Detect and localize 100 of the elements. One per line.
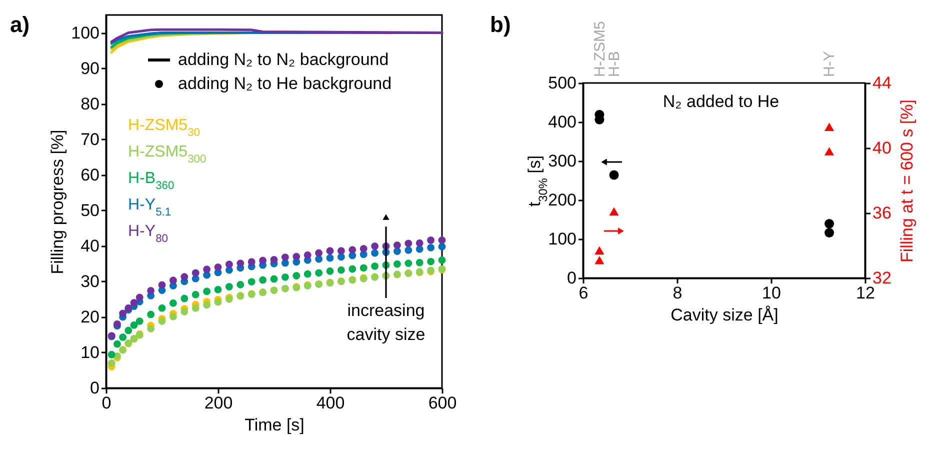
y-tick-label: 20: [80, 307, 100, 326]
y-tick-label: 100: [548, 230, 576, 248]
point: [337, 266, 345, 274]
point: [147, 310, 155, 318]
x-tick-label: 8: [672, 284, 682, 302]
point: [124, 326, 132, 334]
y-axis-title: Filling progress [%]: [48, 130, 68, 274]
y-tick-label: 30: [80, 272, 100, 291]
point: [438, 242, 446, 250]
point: [248, 258, 256, 266]
point: [427, 258, 435, 266]
y-tick-label: 60: [80, 165, 100, 184]
chart-title: b): [490, 12, 511, 37]
point: [609, 207, 619, 216]
point: [192, 304, 200, 312]
y2-axis-title: Filling at t = 600 s [%]: [897, 100, 916, 262]
x-tick-label: 200: [204, 394, 233, 412]
point: [326, 247, 334, 255]
point: [108, 350, 116, 358]
point: [180, 294, 188, 302]
y-tick-label: 70: [80, 130, 100, 149]
x-tick-label: 400: [316, 394, 345, 412]
point: [281, 254, 289, 261]
x-tick-label: 12: [856, 284, 875, 302]
chart-title: a): [10, 12, 30, 37]
y-tick-label: 500: [548, 74, 576, 92]
point: [438, 256, 446, 264]
text: H-Y$_{5.1}$: [128, 196, 172, 218]
point: [130, 299, 138, 306]
point: [119, 310, 127, 318]
point: [427, 236, 435, 244]
point: [225, 260, 233, 268]
point: [393, 248, 401, 255]
annotation: N₂ added to He: [662, 92, 780, 111]
point: [214, 264, 222, 271]
point: [360, 264, 368, 272]
text: H-ZSM5: [592, 21, 608, 77]
annotation: increasing cavity size: [346, 301, 426, 344]
y-tick-label: 0: [90, 378, 100, 398]
point: [169, 276, 177, 284]
point: [281, 273, 289, 281]
point: [348, 246, 356, 254]
x-axis-title: Cavity size [Å]: [670, 306, 778, 324]
point: [203, 301, 211, 309]
point: [292, 272, 300, 280]
y-tick-label: 100: [71, 23, 100, 42]
point: [270, 256, 278, 264]
point: [371, 242, 379, 250]
point: [416, 258, 424, 266]
y2-tick-label: 44: [872, 74, 892, 92]
y-tick-label: 0: [567, 268, 576, 288]
point: [158, 318, 166, 325]
point: [158, 304, 166, 312]
y-tick-label: 400: [548, 112, 576, 132]
point: [304, 270, 312, 278]
point: [427, 244, 435, 252]
point: [371, 249, 379, 257]
point: [147, 324, 155, 332]
point: [113, 340, 121, 348]
point: [824, 147, 834, 156]
text: H-B$_{360}$: [128, 170, 174, 192]
point: [203, 266, 211, 274]
point: [438, 236, 446, 244]
point: [594, 256, 604, 264]
point: [203, 288, 211, 296]
point: [292, 252, 300, 260]
point: [214, 298, 222, 306]
text: H-B: [606, 51, 623, 77]
point: [236, 280, 244, 288]
y-tick-label: 300: [548, 152, 576, 170]
text: H-Y: [821, 51, 838, 77]
point: [192, 269, 200, 277]
point: [259, 256, 267, 264]
point: [169, 299, 177, 307]
y2-tick-label: 32: [872, 268, 892, 288]
y-tick-label: 50: [80, 200, 100, 220]
text: H-Y$_{80}$: [128, 223, 168, 245]
point: [404, 240, 412, 248]
point: [824, 219, 834, 229]
point: [180, 308, 188, 316]
point: [393, 241, 401, 249]
line-series: [110, 28, 444, 43]
point: [225, 283, 233, 290]
point: [371, 262, 379, 270]
text: H-ZSM5$_{300}$: [128, 144, 206, 166]
point: [270, 275, 278, 283]
point: [248, 278, 256, 286]
y-tick-label: 80: [80, 94, 100, 114]
point: [119, 334, 127, 341]
point: [326, 254, 334, 262]
point: [259, 276, 267, 284]
y-tick-label: 10: [80, 342, 100, 362]
point: [824, 228, 834, 238]
x-tick-label: 10: [762, 284, 781, 302]
point: [147, 286, 155, 294]
point: [326, 267, 334, 275]
text: H-ZSM5$_{30}$: [128, 117, 200, 139]
point: [158, 281, 166, 289]
point: [393, 260, 401, 268]
x-tick-label: 6: [578, 284, 588, 302]
